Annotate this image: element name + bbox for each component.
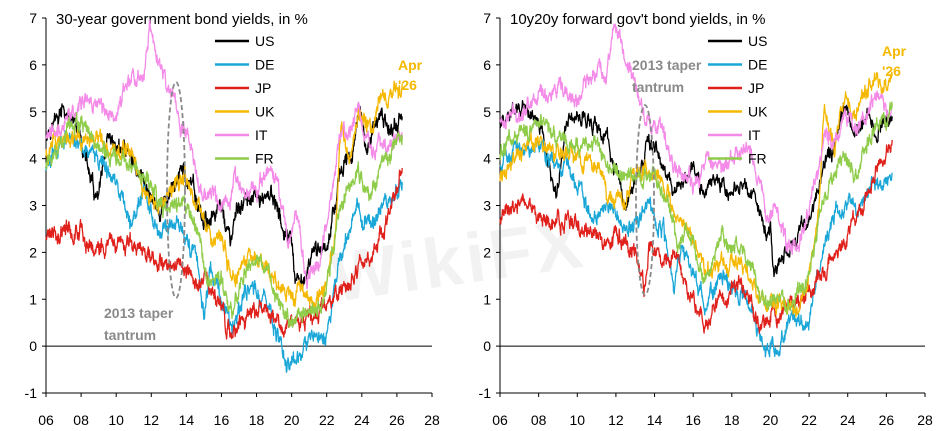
x-tick-label-16: 16: [685, 412, 701, 428]
legend-label-de: DE: [255, 57, 274, 73]
y-tick-label-3: 3: [483, 198, 491, 214]
series-line-it: [499, 23, 893, 255]
y-tick-label-5: 5: [29, 104, 37, 120]
x-tick-label-26: 26: [879, 412, 895, 428]
x-tick-label-24: 24: [840, 412, 856, 428]
legend-label-jp: JP: [255, 80, 271, 96]
legend-label-fr: FR: [255, 151, 274, 167]
y-tick-label-0: 0: [29, 338, 37, 354]
y-tick-label-1: -1: [25, 385, 38, 401]
x-tick-label-28: 28: [424, 412, 440, 428]
chart-title: 30-year government bond yields, in %: [56, 11, 308, 28]
latest-annotation-line-1: '26: [398, 77, 417, 93]
series-line-fr: [499, 101, 893, 315]
series-line-uk: [45, 80, 403, 311]
x-tick-label-14: 14: [647, 412, 663, 428]
legend-label-us: US: [255, 33, 274, 49]
legend-label-fr: FR: [748, 151, 767, 167]
x-tick-label-28: 28: [917, 412, 933, 428]
latest-annotation-line-0: Apr: [398, 57, 423, 73]
x-tick-label-08: 08: [531, 412, 547, 428]
legend-label-uk: UK: [748, 104, 768, 120]
x-tick-label-18: 18: [724, 412, 740, 428]
series-line-jp: [499, 139, 893, 334]
legend-label-de: DE: [748, 57, 767, 73]
taper-annotation-line-1: tantrum: [632, 79, 684, 95]
y-tick-label-1: 1: [483, 291, 491, 307]
x-tick-label-12: 12: [608, 412, 624, 428]
x-tick-label-22: 22: [801, 412, 817, 428]
taper-annotation-line-1: tantrum: [104, 327, 156, 343]
series-line-us: [499, 99, 893, 278]
y-tick-label-6: 6: [29, 57, 37, 73]
y-tick-label-7: 7: [29, 10, 37, 26]
x-tick-label-14: 14: [179, 412, 195, 428]
legend-label-jp: JP: [748, 80, 764, 96]
y-tick-label-1: -1: [479, 385, 492, 401]
y-tick-label-4: 4: [29, 151, 37, 167]
legend-label-us: US: [748, 33, 767, 49]
y-tick-label-2: 2: [29, 244, 37, 260]
x-tick-label-18: 18: [249, 412, 265, 428]
y-tick-label-0: 0: [483, 338, 491, 354]
x-tick-label-12: 12: [143, 412, 159, 428]
y-tick-label-1: 1: [29, 291, 37, 307]
y-tick-label-3: 3: [29, 198, 37, 214]
latest-annotation-line-0: Apr: [882, 43, 907, 59]
x-tick-label-24: 24: [354, 412, 370, 428]
y-tick-label-5: 5: [483, 104, 491, 120]
taper-annotation-line-0: 2013 taper: [104, 305, 174, 321]
x-tick-label-08: 08: [73, 412, 89, 428]
x-tick-label-16: 16: [214, 412, 230, 428]
series-line-jp: [45, 167, 403, 340]
x-tick-label-22: 22: [319, 412, 335, 428]
x-tick-label-26: 26: [389, 412, 405, 428]
taper-annotation-line-0: 2013 taper: [632, 57, 702, 73]
y-tick-label-6: 6: [483, 57, 491, 73]
x-tick-label-20: 20: [763, 412, 779, 428]
legend-label-it: IT: [748, 127, 761, 143]
x-tick-label-06: 06: [492, 412, 508, 428]
chart-title: 10y20y forward gov't bond yields, in %: [510, 11, 766, 28]
x-tick-label-20: 20: [284, 412, 300, 428]
legend-label-uk: UK: [255, 104, 275, 120]
series-line-it: [45, 19, 403, 290]
x-tick-label-10: 10: [569, 412, 585, 428]
y-tick-label-2: 2: [483, 244, 491, 260]
legend-label-it: IT: [255, 127, 268, 143]
latest-annotation-line-1: '26: [882, 63, 901, 79]
y-tick-label-4: 4: [483, 151, 491, 167]
series-line-fr: [45, 112, 403, 328]
taper-ellipse: [635, 104, 655, 296]
taper-ellipse: [166, 81, 186, 299]
x-tick-label-06: 06: [38, 412, 54, 428]
x-tick-label-10: 10: [108, 412, 124, 428]
y-tick-label-7: 7: [483, 10, 491, 26]
series-line-uk: [499, 71, 893, 318]
